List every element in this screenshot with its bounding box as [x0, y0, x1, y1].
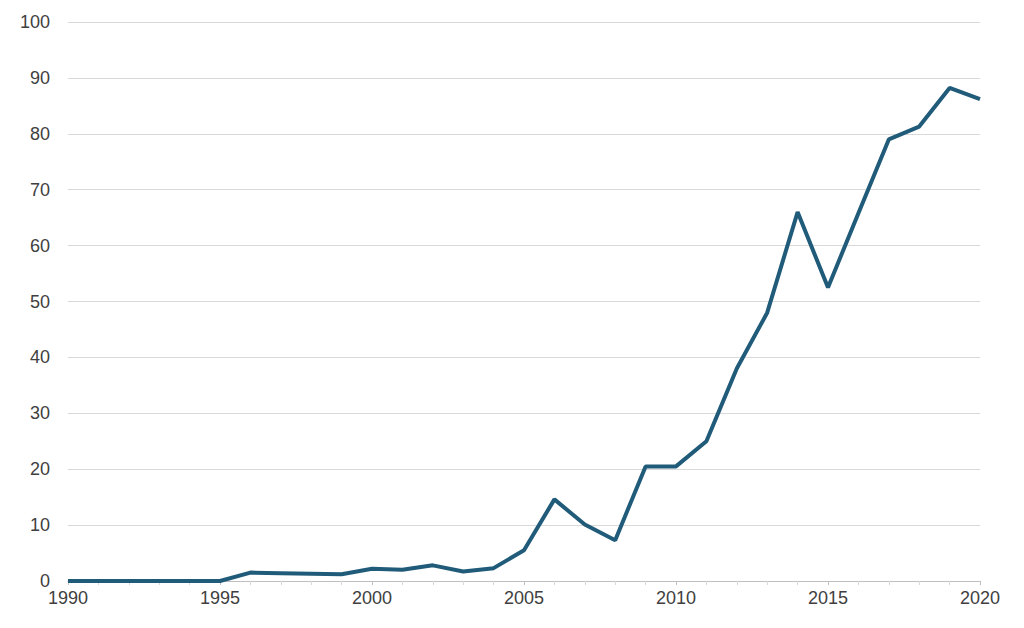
svg-text:80: 80	[30, 124, 50, 144]
svg-text:0: 0	[40, 571, 50, 591]
svg-text:1995: 1995	[200, 588, 240, 608]
svg-text:1990: 1990	[48, 588, 88, 608]
svg-text:90: 90	[30, 68, 50, 88]
svg-text:30: 30	[30, 403, 50, 423]
svg-text:2020: 2020	[960, 588, 1000, 608]
svg-text:2010: 2010	[656, 588, 696, 608]
svg-text:2000: 2000	[352, 588, 392, 608]
svg-text:70: 70	[30, 180, 50, 200]
svg-text:60: 60	[30, 236, 50, 256]
svg-text:50: 50	[30, 292, 50, 312]
svg-text:100: 100	[20, 12, 50, 32]
svg-text:2005: 2005	[504, 588, 544, 608]
svg-text:10: 10	[30, 515, 50, 535]
svg-text:2015: 2015	[808, 588, 848, 608]
svg-text:40: 40	[30, 347, 50, 367]
svg-text:20: 20	[30, 459, 50, 479]
